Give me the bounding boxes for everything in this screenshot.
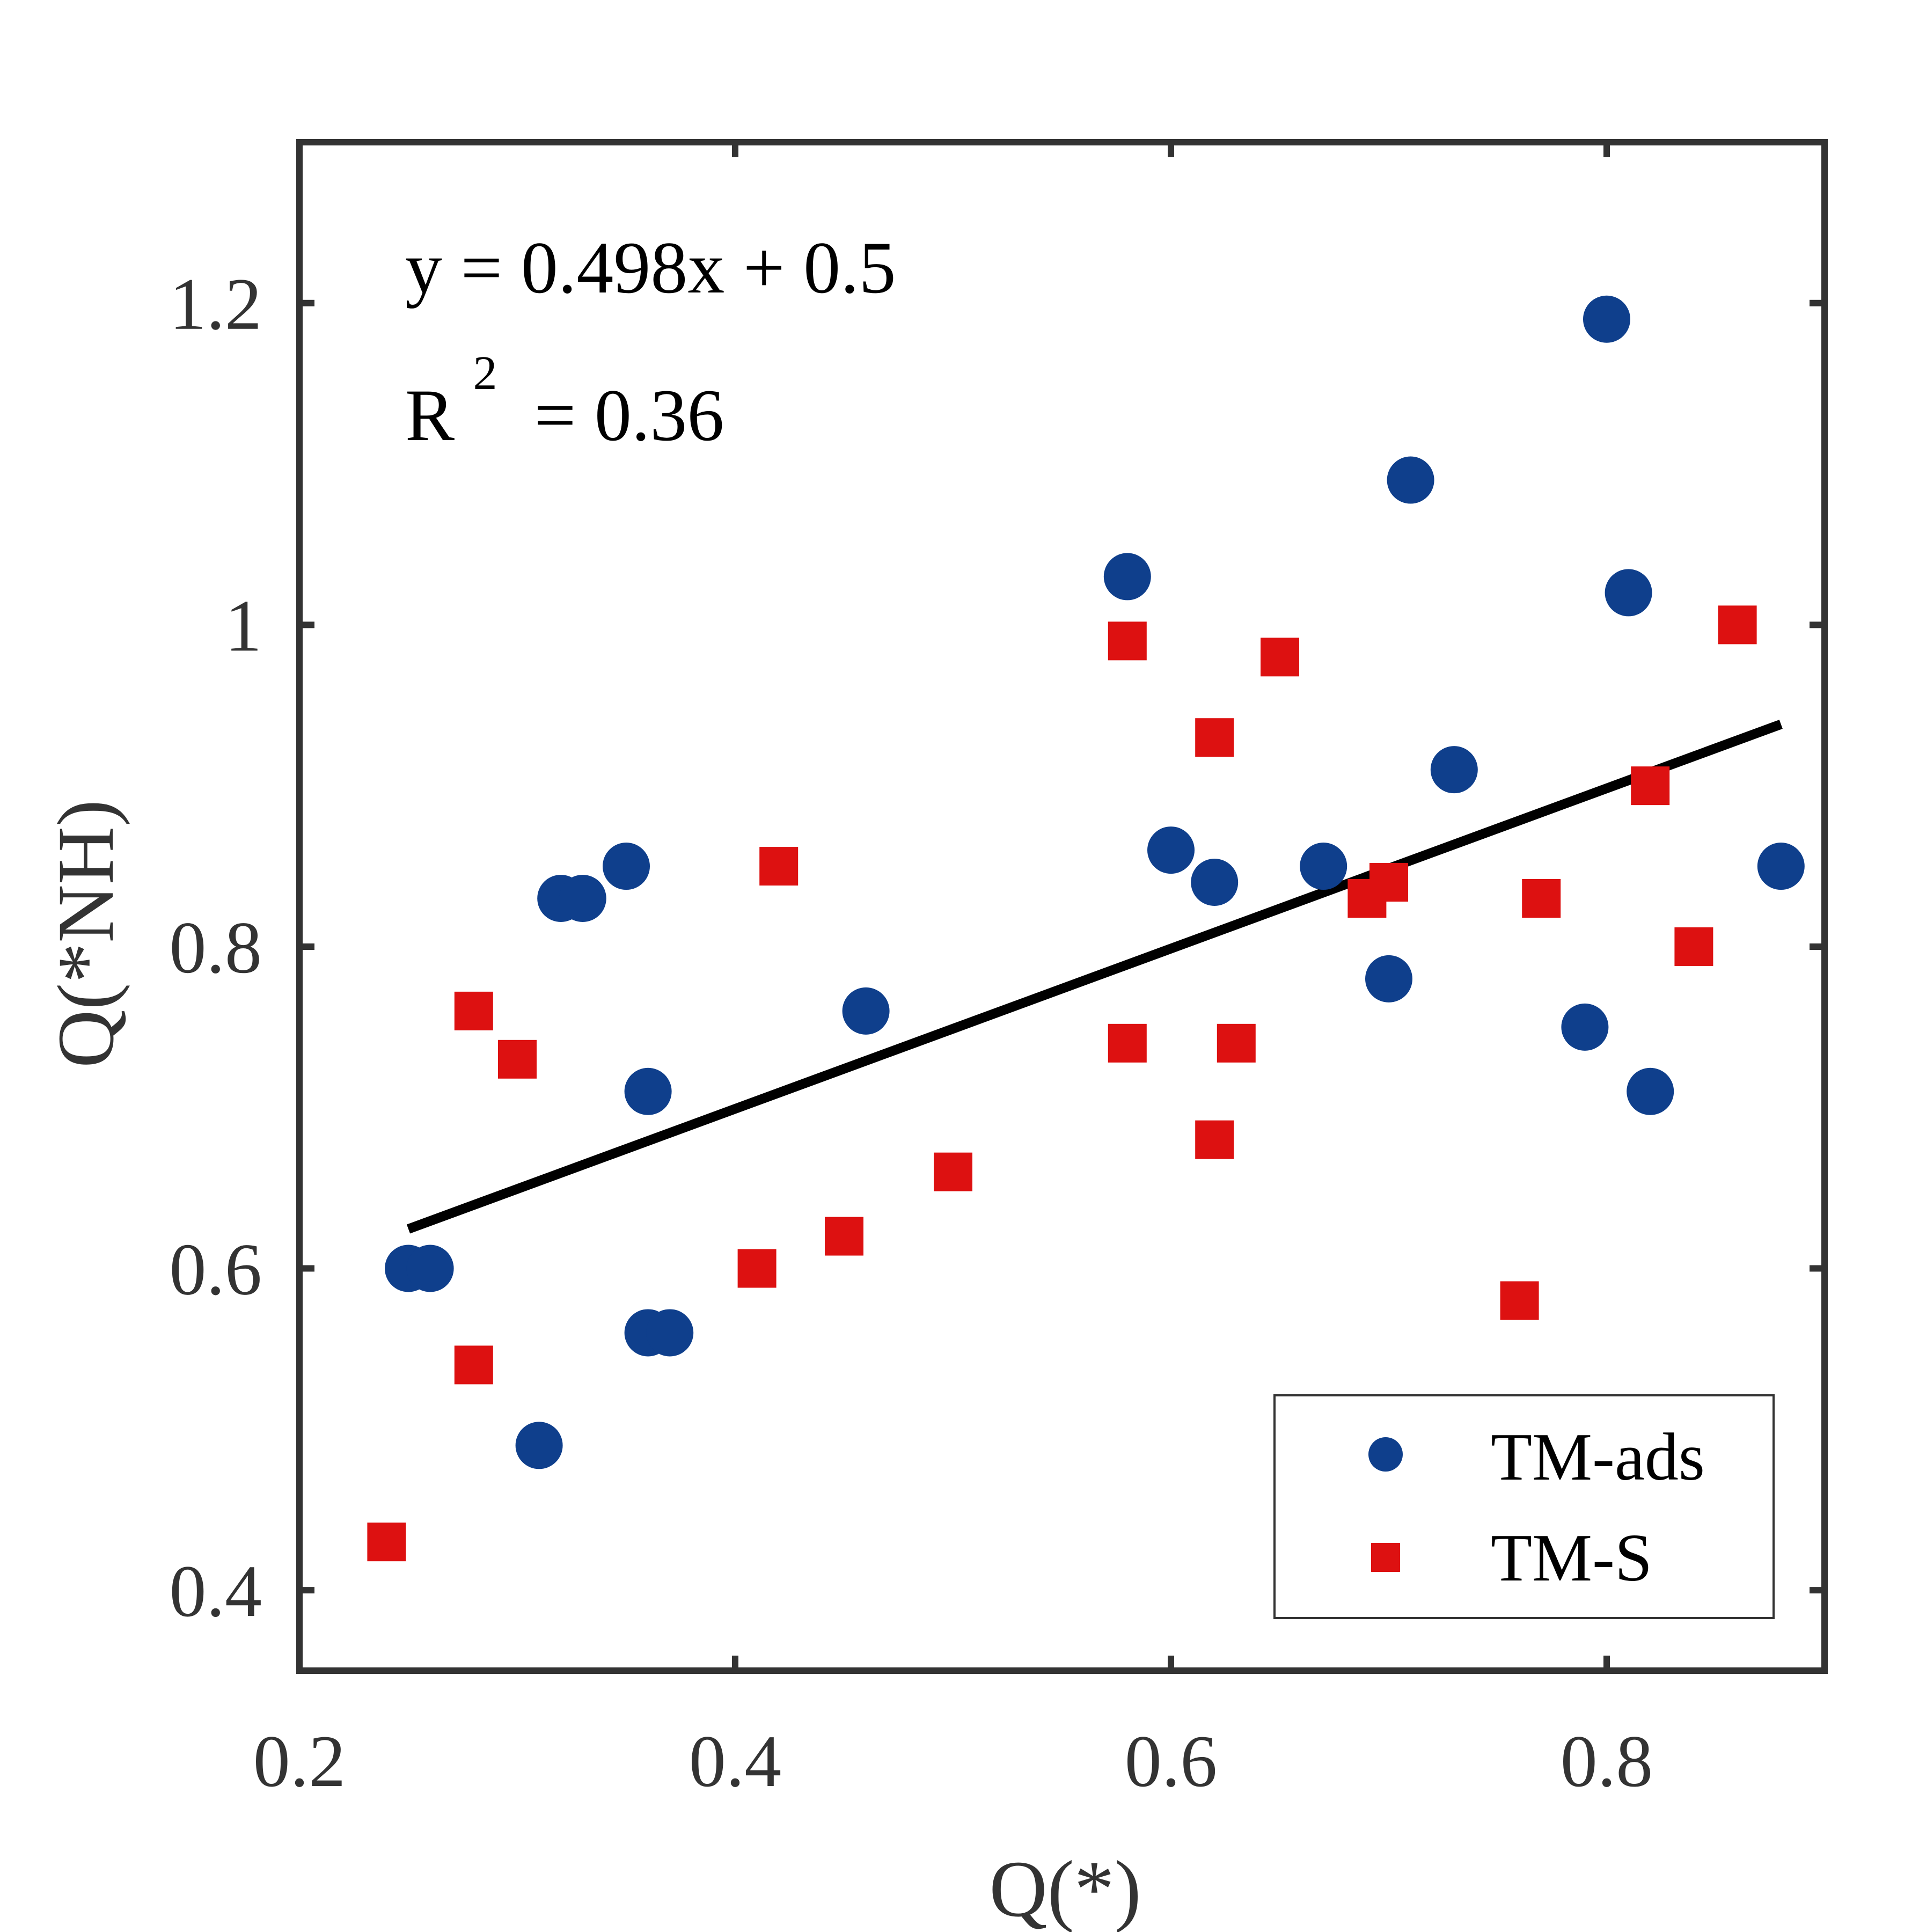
point-tm-s	[1674, 927, 1713, 966]
point-tm-ads	[1191, 859, 1239, 906]
point-tm-s	[1108, 621, 1147, 661]
point-tm-s	[1261, 638, 1299, 677]
point-tm-ads	[1300, 843, 1347, 890]
point-tm-s	[367, 1523, 406, 1562]
legend: TM-ads TM-S	[1273, 1394, 1775, 1619]
regression-line	[406, 720, 1783, 1234]
point-tm-s	[1108, 1023, 1147, 1063]
point-tm-ads	[1605, 569, 1652, 617]
plot-frame-layer	[296, 139, 1828, 1674]
x-axis-title: Q(*)	[989, 1845, 1141, 1932]
point-tm-ads	[1757, 843, 1805, 890]
point-tm-ads	[603, 843, 650, 890]
point-tm-ads	[1103, 553, 1151, 601]
legend-label-tm-s: TM-S	[1491, 1521, 1652, 1596]
point-tm-ads	[559, 875, 606, 923]
x-tick-label: 0.6	[1125, 1720, 1218, 1802]
point-tm-ads	[1387, 456, 1434, 504]
y-axis-title: Q(*NH)	[41, 800, 130, 1068]
y-tick-label: 0.8	[170, 906, 262, 989]
point-tm-ads	[1561, 1003, 1609, 1051]
point-tm-s	[1500, 1281, 1539, 1320]
ticks-layer: 0.2 0.4 0.6 0.8 0.4 0.6 0.8 1 1.2	[170, 142, 1825, 1802]
y-tick-label: 0.4	[170, 1550, 262, 1632]
point-tm-s	[1631, 766, 1670, 806]
plot-frame	[296, 139, 1828, 1674]
point-tm-ads	[1583, 295, 1630, 343]
point-tm-s	[454, 991, 493, 1030]
legend-marker-tm-s	[1371, 1543, 1400, 1572]
point-tm-ads	[1430, 746, 1478, 794]
x-tick-label: 0.8	[1561, 1720, 1653, 1802]
point-tm-ads	[406, 1245, 454, 1292]
legend-marker-tm-ads	[1368, 1437, 1403, 1472]
point-tm-ads	[842, 987, 890, 1035]
r-squared-annotation: R 2 = 0.36	[405, 323, 724, 456]
point-tm-ads	[1627, 1067, 1674, 1115]
point-tm-s	[1217, 1023, 1256, 1063]
point-tm-ads	[646, 1309, 694, 1357]
regression-equation: y = 0.498x + 0.5	[405, 226, 896, 309]
point-tm-ads	[1147, 826, 1195, 874]
r-squared-exponent: 2	[473, 347, 497, 400]
point-tm-s	[498, 1040, 537, 1079]
y-tick-label: 0.6	[170, 1228, 262, 1311]
r-squared-value: = 0.36	[516, 374, 724, 456]
point-tm-s	[934, 1152, 972, 1191]
point-tm-ads	[624, 1067, 672, 1115]
point-tm-s	[1718, 605, 1757, 645]
point-tm-s	[454, 1345, 493, 1385]
point-tm-s	[825, 1217, 863, 1256]
y-tick-label: 1.2	[170, 263, 262, 345]
points-layer	[367, 295, 1805, 1562]
point-tm-ads	[515, 1422, 563, 1469]
x-tick-label: 0.2	[253, 1720, 346, 1802]
fit-line-layer	[406, 720, 1783, 1234]
legend-label-tm-ads: TM-ads	[1491, 1420, 1705, 1495]
point-tm-s	[737, 1249, 777, 1288]
point-tm-s	[759, 847, 799, 886]
legend-box	[1273, 1394, 1775, 1619]
point-tm-ads	[1365, 955, 1412, 1002]
point-tm-s	[1195, 1120, 1234, 1159]
r-squared-prefix: R	[405, 374, 455, 456]
y-tick-label: 1	[225, 584, 262, 667]
point-tm-s	[1369, 863, 1408, 902]
point-tm-s	[1195, 718, 1234, 757]
point-tm-s	[1522, 879, 1561, 918]
x-tick-label: 0.4	[689, 1720, 782, 1802]
